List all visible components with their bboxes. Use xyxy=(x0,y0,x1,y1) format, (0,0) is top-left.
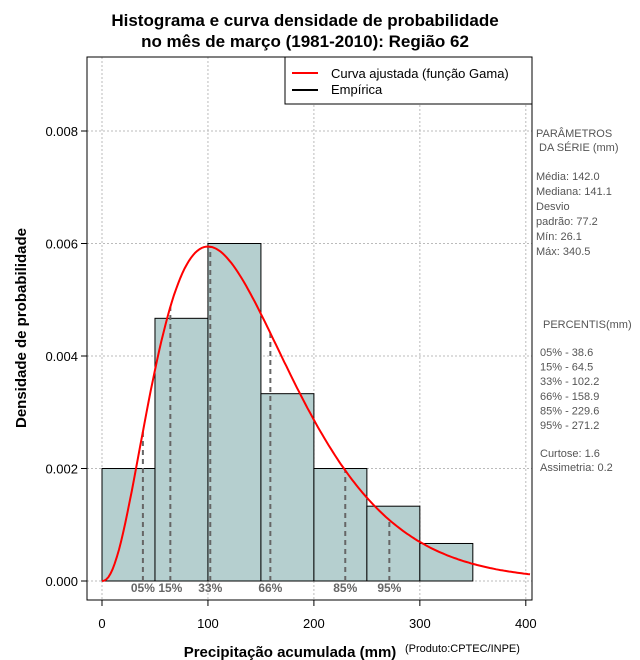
x-tick-label: 100 xyxy=(197,616,219,631)
legend-curve-label: Curva ajustada (função Gama) xyxy=(331,66,509,81)
credit-text: (Produto:CPTEC/INPE) xyxy=(405,643,520,655)
y-tick-label: 0.006 xyxy=(45,237,78,252)
percentile-row: 95% - 271.2 xyxy=(540,420,599,432)
y-axis-label: Densidade de probabilidade xyxy=(13,228,30,428)
percentile-label: 66% xyxy=(258,581,282,595)
params-title: PARÂMETROS xyxy=(536,127,612,140)
percentile-row: 66% - 158.9 xyxy=(540,391,599,403)
percentile-row: 05% - 38.6 xyxy=(540,347,593,359)
y-tick-label: 0.000 xyxy=(45,574,78,589)
histogram-bar xyxy=(313,468,368,582)
param-line: Mediana: 141.1 xyxy=(536,186,612,198)
percentile-label: 05% xyxy=(131,581,155,595)
x-axis-label: Precipitação acumulada (mm) xyxy=(184,644,397,660)
x-tick-label: 0 xyxy=(98,616,105,631)
stat-line: Curtose: 1.6 xyxy=(540,448,600,460)
x-tick-label: 400 xyxy=(515,616,537,631)
histogram-bar xyxy=(154,317,209,582)
gamma-curve xyxy=(101,245,531,582)
percentile-row: 15% - 64.5 xyxy=(540,362,593,374)
param-line: Mín: 26.1 xyxy=(536,231,582,243)
histogram-bar xyxy=(366,505,421,582)
percentile-label: 33% xyxy=(198,581,222,595)
stat-line: Assimetria: 0.2 xyxy=(540,462,613,474)
histogram-bar xyxy=(260,393,315,582)
legend: Curva ajustada (função Gama) Empírica xyxy=(284,56,533,105)
y-tick-label: 0.002 xyxy=(45,462,78,477)
percentile-row: 33% - 102.2 xyxy=(540,376,599,388)
x-tick-label: 200 xyxy=(303,616,325,631)
param-line: Máx: 340.5 xyxy=(536,246,590,258)
chart-title-line1: Histograma e curva densidade de probabil… xyxy=(111,11,498,30)
percentile-row: 85% - 229.6 xyxy=(540,405,599,417)
legend-empirical-label: Empírica xyxy=(331,82,383,97)
param-line: Média: 142.0 xyxy=(536,171,600,183)
param-line: Desvio xyxy=(536,201,570,213)
param-line: padrão: 77.2 xyxy=(536,216,598,228)
histogram-bar xyxy=(207,243,262,582)
y-tick-label: 0.004 xyxy=(45,349,78,364)
y-tick-label: 0.008 xyxy=(45,124,78,139)
params-title2: DA SÉRIE (mm) xyxy=(536,141,619,154)
percentile-label: 15% xyxy=(158,581,182,595)
histogram-bar xyxy=(101,468,156,582)
percentile-label: 85% xyxy=(333,581,357,595)
side-panel: PARÂMETROS DA SÉRIE (mm) Média: 142.0 Med… xyxy=(536,127,632,474)
percentile-label: 95% xyxy=(377,581,401,595)
chart-title-line2: no mês de março (1981-2010): Região 62 xyxy=(141,32,469,51)
percentiles-title: PERCENTIS(mm) xyxy=(543,319,632,331)
x-tick-label: 300 xyxy=(409,616,431,631)
